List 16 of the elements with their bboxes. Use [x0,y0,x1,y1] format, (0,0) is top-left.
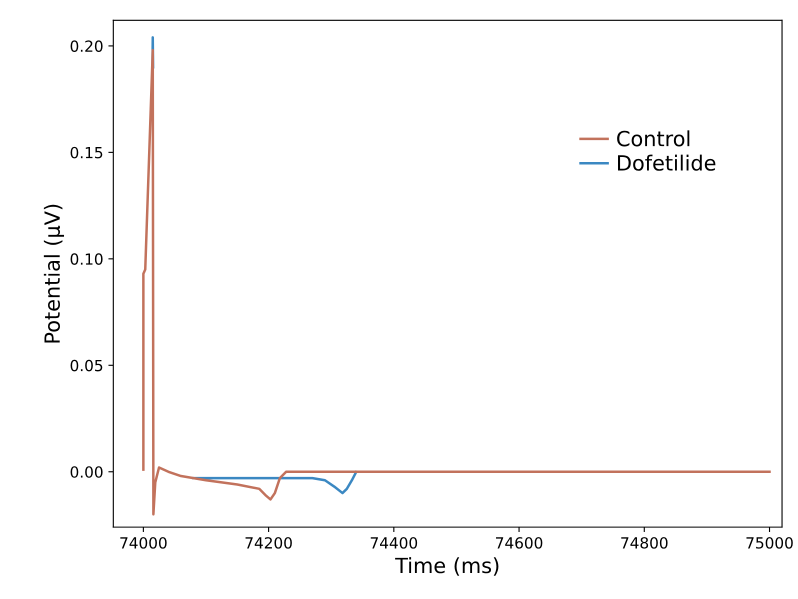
legend-label: Control [617,130,690,146]
x-tick-label: 74000 [120,537,167,549]
x-tick-label: 74800 [621,537,668,549]
y-tick-label: 0.05 [70,360,102,372]
legend-label: Dofetilide [618,154,716,171]
x-axis-title: Time (ms) [395,557,498,576]
x-tick-label: 74200 [246,537,292,549]
line-series [142,48,771,516]
y-tick-label: 0.20 [70,40,103,52]
x-tick-label: 75000 [746,537,793,549]
x-tick-label: 74600 [496,537,542,549]
y-tick-label: 0.00 [70,466,103,478]
y-tick-label: 0.10 [70,253,103,265]
y-axis-title: Potential (µV) [44,204,64,343]
x-tick-label: 74400 [370,537,418,549]
y-tick-label: 0.15 [70,146,102,158]
